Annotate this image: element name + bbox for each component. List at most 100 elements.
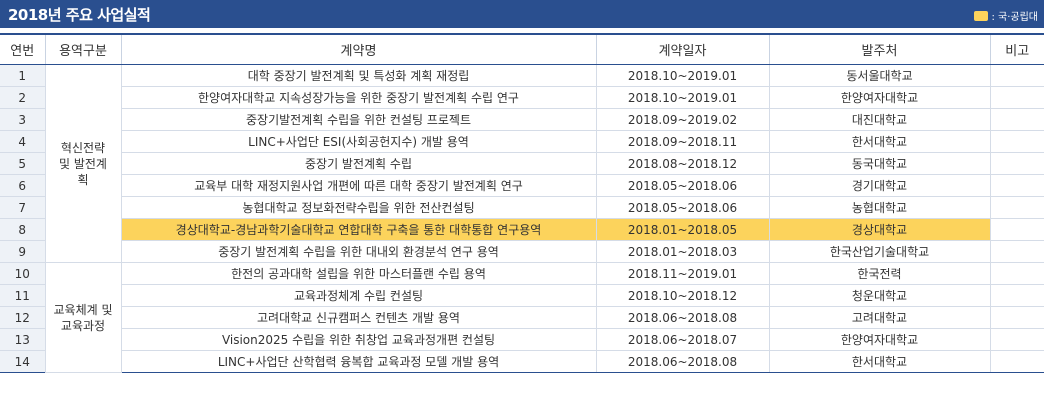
contract-name: 중장기 발전계획 수립 — [120, 152, 596, 175]
table-row: 7 농협대학교 정보화전략수립을 위한 전산컨설팅 2018.05~2018.06 농… — [0, 196, 1044, 219]
client-name: 고려대학교 — [768, 306, 990, 329]
client-name: 대진대학교 — [768, 108, 990, 131]
contract-date: 2018.06~2018.07 — [595, 328, 769, 351]
row-number: 13 — [0, 328, 45, 351]
row-number: 2 — [0, 86, 45, 109]
column-header-note: 비고 — [989, 33, 1044, 65]
client-name: 경기대학교 — [768, 174, 990, 197]
row-number: 7 — [0, 196, 45, 219]
client-name: 동국대학교 — [768, 152, 990, 175]
contract-date: 2018.08~2018.12 — [595, 152, 769, 175]
row-number: 10 — [0, 262, 45, 285]
contract-name: 고려대학교 신규캠퍼스 컨텐츠 개발 용역 — [120, 306, 596, 329]
category-cell: 교육체계 및 교육과정 — [44, 262, 121, 373]
contract-name: 대학 중장기 발전계획 및 특성화 계획 재정립 — [120, 64, 596, 87]
contract-name: 중장기발전계획 수립을 위한 컨설팅 프로젝트 — [120, 108, 596, 131]
row-number: 4 — [0, 130, 45, 153]
note-cell — [989, 130, 1044, 153]
contract-date: 2018.10~2019.01 — [595, 86, 769, 109]
row-number: 6 — [0, 174, 45, 197]
contract-name: Vision2025 수립을 위한 취창업 교육과정개편 컨설팅 — [120, 328, 596, 351]
note-cell — [989, 350, 1044, 373]
row-number: 14 — [0, 350, 45, 373]
contract-date: 2018.06~2018.08 — [595, 350, 769, 373]
legend-label: : 국·공립대 — [991, 12, 1038, 23]
table-row: 1 혁신전략 및 발전계 획 대학 중장기 발전계획 및 특성화 계획 재정립 2018.… — [0, 64, 1044, 263]
table-row: 4 LINC+사업단 ESI(사회공헌지수) 개발 용역 2018.09~2018.… — [0, 130, 1044, 153]
contract-name: 한양여자대학교 지속성장가능을 위한 중장기 발전계획 수립 연구 — [120, 86, 596, 109]
table-row: 6 교육부 대학 재정지원사업 개편에 따른 대학 중장기 발전계획 연구 2018… — [0, 174, 1044, 197]
note-cell — [989, 86, 1044, 109]
row-number: 9 — [0, 240, 45, 263]
table-row: 14 LINC+사업단 산학협력 융복합 교육과정 모델 개발 용역 2018.06… — [0, 350, 1044, 373]
row-number: 12 — [0, 306, 45, 329]
client-name: 한서대학교 — [768, 130, 990, 153]
client-name: 경상대학교 — [768, 218, 990, 241]
table-row: 13 Vision2025 수립을 위한 취창업 교육과정개편 컨설팅 2018.0… — [0, 328, 1044, 351]
contract-date: 2018.11~2019.01 — [595, 262, 769, 285]
contract-date: 2018.01~2018.05 — [595, 218, 769, 241]
row-number: 5 — [0, 152, 45, 175]
column-header-contract-name: 계약명 — [120, 33, 596, 65]
contract-date: 2018.10~2018.12 — [595, 284, 769, 307]
table-row: 3 중장기발전계획 수립을 위한 컨설팅 프로젝트 2018.09~2019.02 대… — [0, 108, 1044, 131]
row-number: 8 — [0, 218, 45, 241]
contract-name: 농협대학교 정보화전략수립을 위한 전산컨설팅 — [120, 196, 596, 219]
client-name: 한국산업기술대학교 — [768, 240, 990, 263]
page-title: 2018년 주요 사업실적 — [8, 6, 151, 24]
table-row: 8 경상대학교-경남과학기술대학교 연합대학 구축을 통한 대학통합 연구용역 20… — [0, 218, 1044, 241]
category-cell: 혁신전략 및 발전계 획 — [44, 64, 121, 263]
legend: : 국·공립대 — [974, 8, 1038, 23]
table-row: 2 한양여자대학교 지속성장가능을 위한 중장기 발전계획 수립 연구 2018.1… — [0, 86, 1044, 109]
contract-date: 2018.05~2018.06 — [595, 196, 769, 219]
contract-date: 2018.09~2018.11 — [595, 130, 769, 153]
client-name: 농협대학교 — [768, 196, 990, 219]
column-header-client: 발주처 — [768, 33, 990, 65]
projects-table: 연번 용역구분 계약명 계약일자 발주처 비고 1 혁신전략 및 발전계 획 대학 중장… — [0, 33, 1044, 373]
note-cell — [989, 328, 1044, 351]
note-cell — [989, 152, 1044, 175]
contract-name: 교육과정체계 수립 컨설팅 — [120, 284, 596, 307]
column-header-contract-date: 계약일자 — [595, 33, 769, 65]
column-header-category: 용역구분 — [44, 33, 121, 65]
contract-date: 2018.01~2018.03 — [595, 240, 769, 263]
note-cell — [989, 196, 1044, 219]
contract-name: 한전의 공과대학 설립을 위한 마스터플랜 수립 용역 — [120, 262, 596, 285]
contract-date: 2018.06~2018.08 — [595, 306, 769, 329]
contract-name: LINC+사업단 산학협력 융복합 교육과정 모델 개발 용역 — [120, 350, 596, 373]
client-name: 한서대학교 — [768, 350, 990, 373]
client-name: 한양여자대학교 — [768, 328, 990, 351]
table-body: 1 혁신전략 및 발전계 획 대학 중장기 발전계획 및 특성화 계획 재정립 2018.… — [0, 64, 1044, 373]
contract-name: 경상대학교-경남과학기술대학교 연합대학 구축을 통한 대학통합 연구용역 — [120, 218, 596, 241]
table-row: 5 중장기 발전계획 수립 2018.08~2018.12 동국대학교 — [0, 152, 1044, 175]
contract-date: 2018.09~2019.02 — [595, 108, 769, 131]
note-cell — [989, 284, 1044, 307]
note-cell — [989, 240, 1044, 263]
note-cell — [989, 218, 1044, 241]
note-cell — [989, 64, 1044, 87]
client-name: 한양여자대학교 — [768, 86, 990, 109]
note-cell — [989, 306, 1044, 329]
table-row: 9 중장기 발전계획 수립을 위한 대내외 환경분석 연구 용역 2018.01~2… — [0, 240, 1044, 263]
contract-name: LINC+사업단 ESI(사회공헌지수) 개발 용역 — [120, 130, 596, 153]
contract-name: 교육부 대학 재정지원사업 개편에 따른 대학 중장기 발전계획 연구 — [120, 174, 596, 197]
legend-swatch — [974, 10, 989, 21]
note-cell — [989, 108, 1044, 131]
row-number: 3 — [0, 108, 45, 131]
client-name: 한국전력 — [768, 262, 990, 285]
table-header-row: 연번 용역구분 계약명 계약일자 발주처 비고 — [0, 33, 1044, 65]
row-number: 11 — [0, 284, 45, 307]
contract-date: 2018.05~2018.06 — [595, 174, 769, 197]
contract-date: 2018.10~2019.01 — [595, 64, 769, 87]
row-number: 1 — [0, 64, 45, 87]
table-row: 12 고려대학교 신규캠퍼스 컨텐츠 개발 용역 2018.06~2018.08 고려… — [0, 306, 1044, 329]
client-name: 청운대학교 — [768, 284, 990, 307]
table-row: 11 교육과정체계 수립 컨설팅 2018.10~2018.12 청운대학교 — [0, 284, 1044, 307]
column-header-no: 연번 — [0, 33, 45, 65]
title-bar: 2018년 주요 사업실적 : 국·공립대 — [0, 0, 1044, 28]
contract-name: 중장기 발전계획 수립을 위한 대내외 환경분석 연구 용역 — [120, 240, 596, 263]
table-row: 10 교육체계 및 교육과정 한전의 공과대학 설립을 위한 마스터플랜 수립 용역 2… — [0, 262, 1044, 373]
note-cell — [989, 174, 1044, 197]
note-cell — [989, 262, 1044, 285]
client-name: 동서울대학교 — [768, 64, 990, 87]
